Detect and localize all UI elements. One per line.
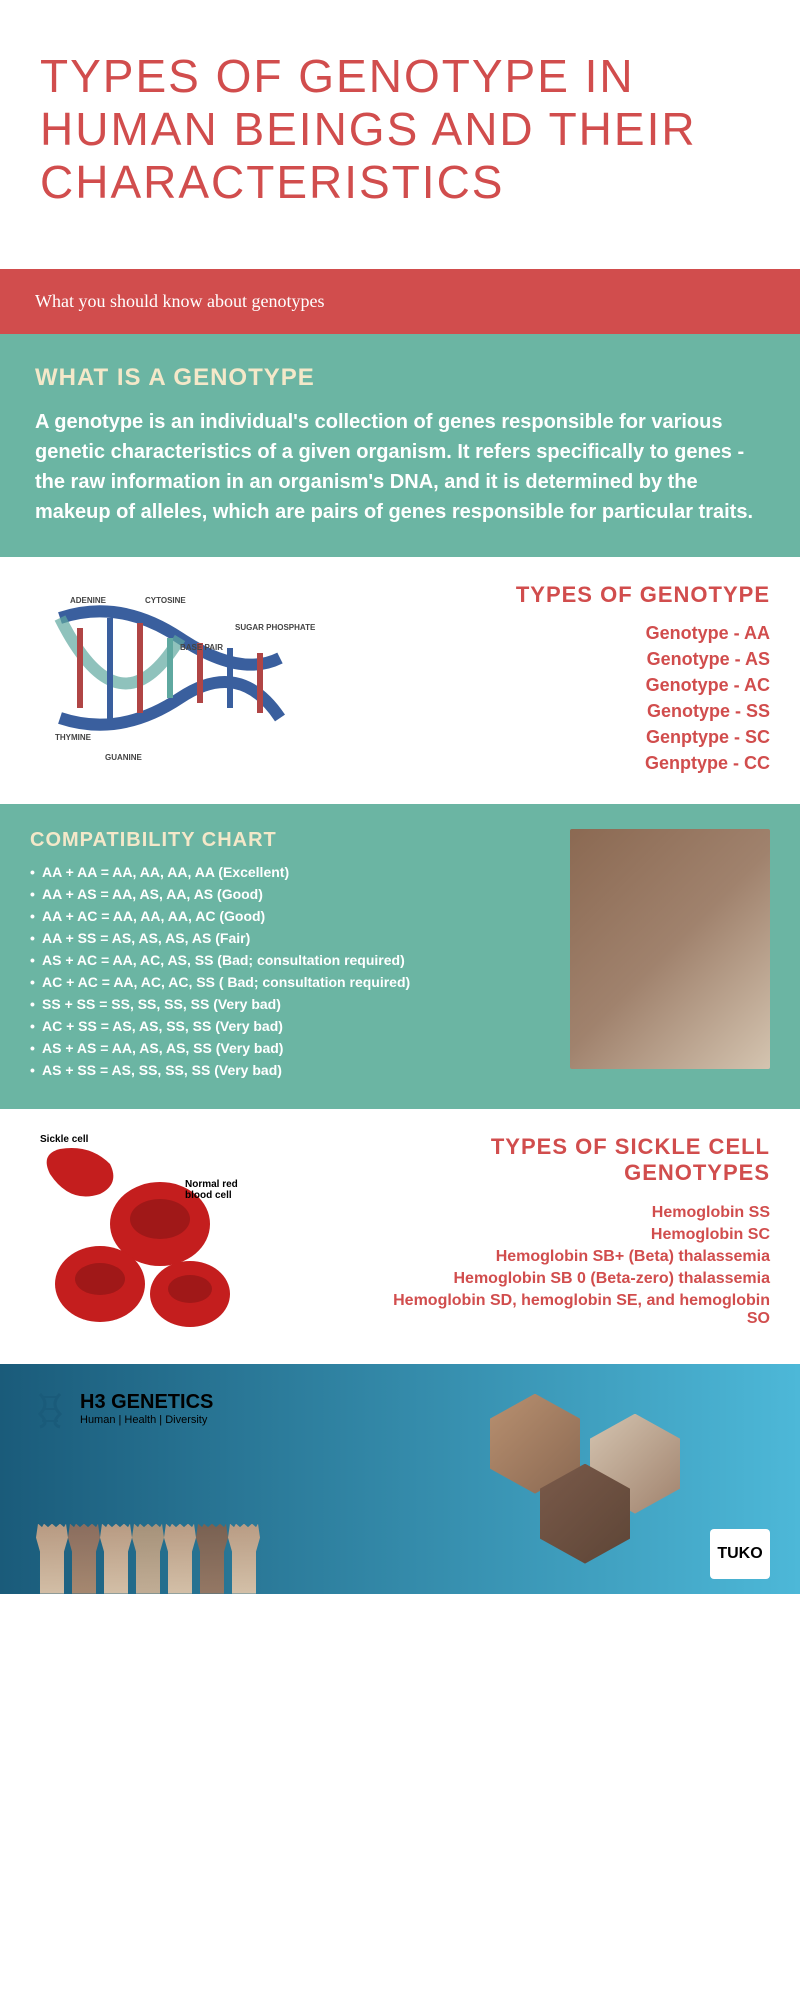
type-item: Genotype - AC bbox=[415, 675, 770, 696]
infographic-container: TYPES OF GENOTYPE IN HUMAN BEINGS AND TH… bbox=[0, 0, 800, 1594]
dna-logo-icon bbox=[30, 1389, 70, 1429]
hand-icon bbox=[224, 1524, 264, 1594]
subtitle-banner: What you should know about genotypes bbox=[0, 269, 800, 334]
type-item: Genptype - SC bbox=[415, 727, 770, 748]
dna-label-thymine: THYMINE bbox=[55, 733, 91, 742]
compatibility-heading: COMPATIBILITY CHART bbox=[30, 829, 550, 852]
type-item: Genotype - SS bbox=[415, 701, 770, 722]
sickle-item: Hemoglobin SS bbox=[370, 1204, 770, 1222]
definition-heading: WHAT IS A GENOTYPE bbox=[35, 364, 765, 392]
dna-diagram: ADENINE CYTOSINE BASE PAIR SUGAR PHOSPHA… bbox=[30, 588, 385, 773]
dna-label-guanine: GUANINE bbox=[105, 753, 142, 762]
normal-cell-label: Normal red blood cell bbox=[185, 1179, 255, 1201]
compat-item: SS + SS = SS, SS, SS, SS (Very bad) bbox=[30, 996, 550, 1012]
h3-genetics-banner: H3 GENETICS Human | Health | Diversity T… bbox=[0, 1364, 800, 1594]
hand-icon bbox=[160, 1524, 200, 1594]
types-section: ADENINE CYTOSINE BASE PAIR SUGAR PHOSPHA… bbox=[0, 557, 800, 804]
sickle-item: Hemoglobin SB 0 (Beta-zero) thalassemia bbox=[370, 1270, 770, 1288]
dna-label-sugar: SUGAR PHOSPHATE bbox=[235, 623, 315, 632]
sickle-item: Hemoglobin SC bbox=[370, 1226, 770, 1244]
h3-text-block: H3 GENETICS Human | Health | Diversity bbox=[80, 1391, 213, 1426]
types-list-area: TYPES OF GENOTYPE Genotype - AA Genotype… bbox=[415, 582, 770, 779]
sickle-item: Hemoglobin SB+ (Beta) thalassemia bbox=[370, 1248, 770, 1266]
compat-item: AA + SS = AS, AS, AS, AS (Fair) bbox=[30, 930, 550, 946]
compat-item: AC + AC = AA, AC, AC, SS ( Bad; consulta… bbox=[30, 974, 550, 990]
couple-photo-placeholder bbox=[570, 829, 770, 1069]
compat-item: AS + SS = AS, SS, SS, SS (Very bad) bbox=[30, 1062, 550, 1078]
type-item: Genotype - AA bbox=[415, 623, 770, 644]
type-item: Genptype - CC bbox=[415, 753, 770, 774]
definition-body: A genotype is an individual's collection… bbox=[35, 407, 765, 527]
compat-item: AA + AS = AA, AS, AA, AS (Good) bbox=[30, 886, 550, 902]
sickle-types-list: TYPES OF SICKLE CELL GENOTYPES Hemoglobi… bbox=[370, 1134, 770, 1339]
hand-icon bbox=[32, 1524, 72, 1594]
h3-brand-block: H3 GENETICS Human | Health | Diversity bbox=[30, 1389, 213, 1429]
dna-label-basepair: BASE PAIR bbox=[180, 643, 223, 652]
sickle-heading: TYPES OF SICKLE CELL GENOTYPES bbox=[370, 1134, 770, 1187]
tuko-logo: TUKO bbox=[710, 1529, 770, 1579]
compat-item: AA + AA = AA, AA, AA, AA (Excellent) bbox=[30, 864, 550, 880]
hand-icon bbox=[192, 1524, 232, 1594]
blood-cells-diagram: Sickle cell Normal red blood cell bbox=[30, 1134, 350, 1339]
sickle-section: Sickle cell Normal red blood cell TYPES … bbox=[0, 1109, 800, 1364]
compat-item: AS + AC = AA, AC, AS, SS (Bad; consultat… bbox=[30, 952, 550, 968]
dna-label-cytosine: CYTOSINE bbox=[145, 596, 186, 605]
definition-box: WHAT IS A GENOTYPE A genotype is an indi… bbox=[0, 334, 800, 557]
types-heading: TYPES OF GENOTYPE bbox=[415, 582, 770, 608]
compat-item: AA + AC = AA, AA, AA, AC (Good) bbox=[30, 908, 550, 924]
compat-item: AS + AS = AA, AS, AS, SS (Very bad) bbox=[30, 1040, 550, 1056]
sickle-item: Hemoglobin SD, hemoglobin SE, and hemogl… bbox=[370, 1292, 770, 1328]
compatibility-list: COMPATIBILITY CHART AA + AA = AA, AA, AA… bbox=[30, 829, 550, 1084]
sickle-cell-label: Sickle cell bbox=[40, 1134, 88, 1145]
blood-cells-icon bbox=[30, 1134, 270, 1334]
hand-icon bbox=[128, 1524, 168, 1594]
compatibility-section: COMPATIBILITY CHART AA + AA = AA, AA, AA… bbox=[0, 804, 800, 1109]
type-item: Genotype - AS bbox=[415, 649, 770, 670]
main-title: TYPES OF GENOTYPE IN HUMAN BEINGS AND TH… bbox=[0, 0, 800, 249]
hand-icon bbox=[64, 1524, 104, 1594]
dna-label-adenine: ADENINE bbox=[70, 596, 106, 605]
h3-brand-name: H3 GENETICS bbox=[80, 1391, 213, 1414]
h3-tagline: Human | Health | Diversity bbox=[80, 1414, 213, 1426]
compat-item: AC + SS = AS, AS, SS, SS (Very bad) bbox=[30, 1018, 550, 1034]
hand-icon bbox=[96, 1524, 136, 1594]
hands-row bbox=[40, 1524, 264, 1594]
